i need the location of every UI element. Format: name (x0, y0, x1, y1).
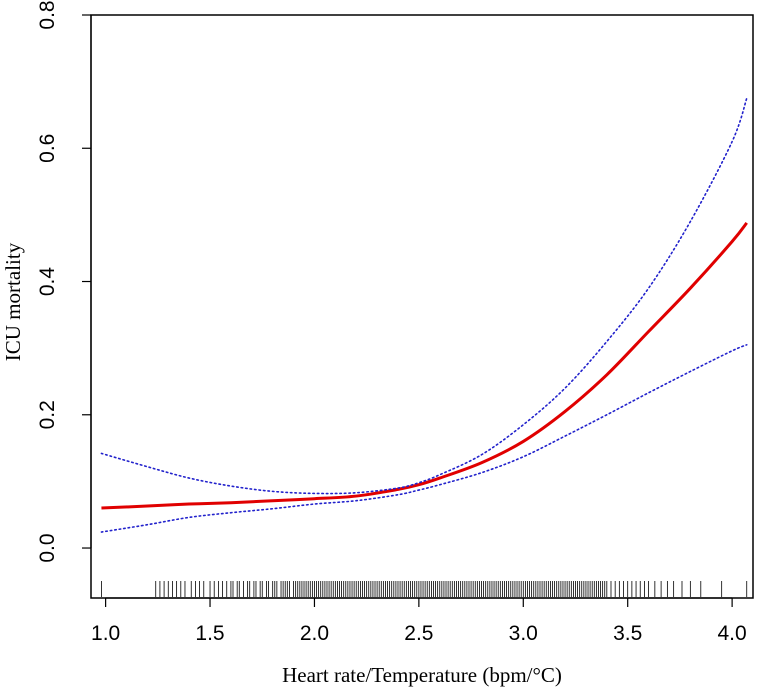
x-tick-label: 2.0 (300, 622, 329, 645)
x-tick-label: 4.0 (718, 622, 747, 645)
y-tick-label: 0.0 (36, 533, 59, 562)
series-lower-ci-line (100, 344, 748, 533)
rug-marks (101, 581, 748, 597)
y-tick-label: 0.8 (36, 0, 59, 29)
series-lines (100, 97, 748, 533)
y-tick-label: 0.2 (36, 400, 59, 429)
x-tick-label: 3.5 (613, 622, 642, 645)
series-upper-ci-line (100, 97, 748, 495)
x-axis-label: Heart rate/Temperature (bpm/°C) (282, 663, 562, 687)
y-tick-label: 0.4 (36, 267, 59, 297)
plot-frame (90, 14, 754, 599)
y-axis: 0.0 0.2 0.4 0.6 0.8 (36, 0, 92, 563)
y-axis-label: ICU mortality (1, 242, 25, 361)
series-estimate-line (101, 221, 748, 510)
x-tick-label: 3.0 (509, 622, 538, 645)
x-tick-label: 1.5 (195, 622, 224, 645)
x-tick-label: 2.5 (404, 622, 433, 645)
x-axis: 1.0 1.5 2.0 2.5 3.0 3.5 4.0 (91, 597, 747, 645)
y-tick-label: 0.6 (36, 134, 59, 163)
x-tick-label: 1.0 (91, 622, 120, 645)
